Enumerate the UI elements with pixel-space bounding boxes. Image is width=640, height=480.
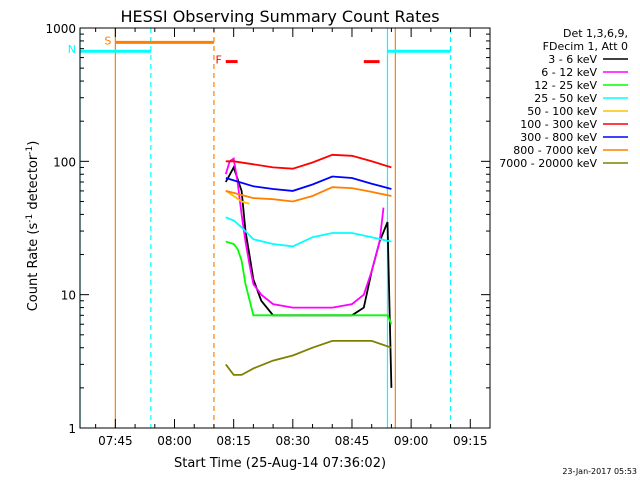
x-tick-label-5: 08:45	[335, 434, 370, 448]
x-tick-label-4: 08:30	[276, 434, 311, 448]
footer-date: 23-Jan-2017 05:53	[562, 467, 637, 476]
series-line-8	[225, 186, 392, 203]
legend-header-line-1: Det 1,3,6,9,	[563, 27, 628, 40]
flag-label-s: S	[104, 34, 111, 47]
legend-header-line-2: FDecim 1, Att 0	[543, 40, 628, 53]
legend-label-1: 3 - 6 keV	[548, 53, 597, 66]
series-line-3	[225, 240, 393, 325]
y-tick-label-2: 10	[61, 289, 76, 303]
legend-label-7: 300 - 800 keV	[520, 131, 597, 144]
legend-label-6: 100 - 300 keV	[520, 118, 597, 131]
x-axis-label: Start Time (25-Aug-14 07:36:02)	[174, 456, 386, 471]
legend-label-5: 50 - 100 keV	[527, 105, 597, 118]
y-tick-label-1: 1	[68, 422, 76, 436]
legend-label-4: 25 - 50 keV	[534, 92, 597, 105]
series-line-1	[225, 165, 393, 388]
y-axis-label-sup1: -1	[25, 214, 35, 223]
plot-frame	[79, 27, 491, 429]
y-axis-label-end: )	[26, 141, 41, 146]
series-line-2	[224, 156, 385, 309]
series-line-7	[225, 175, 392, 192]
flag-label-n: N	[68, 43, 76, 56]
x-tick-label-1: 07:45	[98, 434, 133, 448]
legend-label-2: 6 - 12 keV	[541, 66, 597, 79]
chart-title: HESSI Observing Summary Count Rates	[120, 7, 439, 26]
y-tick-label-3: 100	[53, 155, 76, 169]
legend-label-3: 12 - 25 keV	[534, 79, 597, 92]
x-tick-label-7: 09:15	[453, 434, 488, 448]
y-axis-label-mid: detector	[26, 154, 41, 214]
x-tick-label-3: 08:15	[216, 434, 251, 448]
series-line-5	[225, 190, 250, 205]
plot-area: S N F 1 10 100 1000 07:45 08:00 08:15 08:30 08:45 09…	[45, 22, 491, 448]
y-axis-label-sup2: -1	[25, 146, 35, 155]
flag-label-f: F	[215, 54, 221, 67]
series-line-6	[225, 153, 392, 170]
y-tick-label-4: 1000	[45, 22, 76, 36]
x-tick-label-2: 08:00	[157, 434, 192, 448]
series-line-4	[225, 216, 392, 248]
legend-label-9: 7000 - 20000 keV	[499, 157, 597, 170]
legend-label-8: 800 - 7000 keV	[513, 144, 597, 157]
series-line-9	[225, 339, 392, 376]
x-tick-label-6: 09:00	[394, 434, 429, 448]
y-axis-label: Count Rate (s-1 detector-1)	[25, 141, 41, 312]
y-axis-label-base: Count Rate (s	[26, 223, 41, 312]
